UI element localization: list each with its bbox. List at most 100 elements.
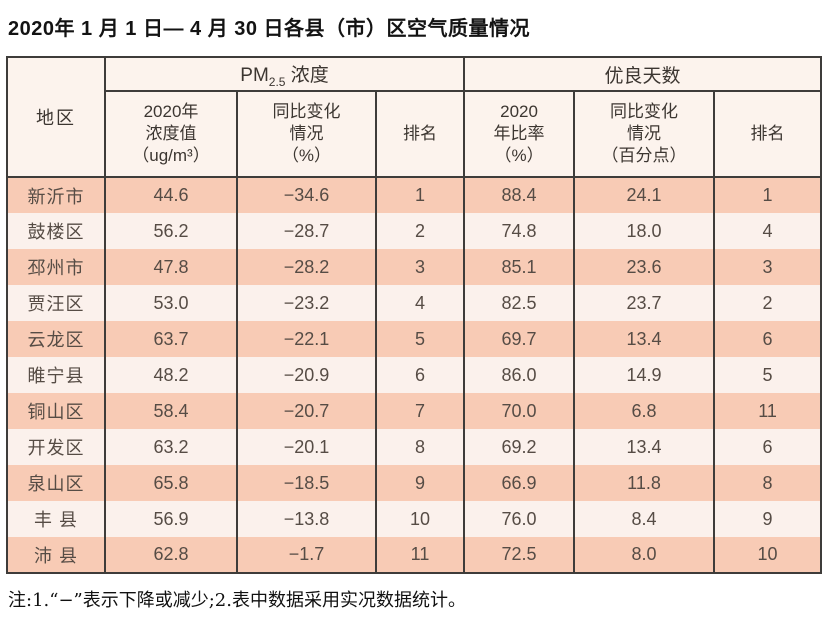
pm25-rank-cell: 3: [374, 249, 466, 285]
pm25-rank-cell: 5: [374, 321, 466, 357]
pm25-rank-cell: 8: [374, 429, 466, 465]
ratio-rank-cell: 1: [713, 177, 823, 213]
pm25-value-cell: 63.2: [104, 429, 238, 465]
table-row: 邳州市 47.8 −28.2 3 85.1 23.6 3: [6, 249, 823, 285]
pm25-change-cell: −22.1: [236, 321, 377, 357]
ratio-rank-cell: 6: [713, 429, 823, 465]
pm25-label-prefix: PM: [240, 64, 269, 86]
region-cell: 贾汪区: [6, 285, 106, 321]
table-row: 丰 县 56.9 −13.8 10 76.0 8.4 9: [6, 501, 823, 537]
region-cell: 睢宁县: [6, 357, 106, 393]
ratio-value-cell: 82.5: [463, 285, 576, 321]
pm25-rank-cell: 6: [374, 357, 466, 393]
ratio-rank-cell: 8: [713, 465, 823, 501]
region-cell: 泉山区: [6, 465, 106, 501]
pm25-rank-cell: 7: [374, 393, 466, 429]
ratio-change-cell: 24.1: [573, 177, 716, 213]
pm25-rank-cell: 4: [374, 285, 466, 321]
pm25-value-cell: 56.9: [104, 501, 238, 537]
pm25-label-suffix: 浓度: [285, 64, 329, 86]
page-title: 2020年 1 月 1 日— 4 月 30 日各县（市）区空气质量情况: [8, 18, 531, 40]
header-region: 地区: [6, 56, 106, 178]
ratio-change-cell: 13.4: [573, 321, 716, 357]
header-ratio-change: 同比变化 情况 （百分点）: [573, 90, 716, 178]
pm25-value-cell: 48.2: [104, 357, 238, 393]
ratio-change-cell: 8.4: [573, 501, 716, 537]
footnote: 注:1.“−”表示下降或减少;2.表中数据采用实况数据统计。: [8, 590, 466, 611]
ratio-rank-cell: 2: [713, 285, 823, 321]
ratio-change-cell: 23.7: [573, 285, 716, 321]
pm25-rank-cell: 1: [374, 177, 466, 213]
table-row: 新沂市 44.6 −34.6 1 88.4 24.1 1: [6, 177, 823, 213]
pm25-value-cell: 58.4: [104, 393, 238, 429]
pm25-change-cell: −34.6: [236, 177, 377, 213]
pm25-value-cell: 47.8: [104, 249, 238, 285]
pm25-value-cell: 44.6: [104, 177, 238, 213]
pm25-rank-cell: 10: [374, 501, 466, 537]
ratio-change-cell: 13.4: [573, 429, 716, 465]
ratio-value-cell: 76.0: [463, 501, 576, 537]
header-sub-row: 2020年 浓度值 （ug/m³） 同比变化 情况 （%） 排名 2020 年比…: [7, 90, 823, 178]
pm25-rank-cell: 2: [374, 213, 466, 249]
ratio-rank-cell: 4: [713, 213, 823, 249]
pm25-change-cell: −28.2: [236, 249, 377, 285]
table-row: 睢宁县 48.2 −20.9 6 86.0 14.9 5: [6, 357, 823, 393]
pm25-change-cell: −18.5: [236, 465, 377, 501]
ratio-change-cell: 6.8: [573, 393, 716, 429]
pm25-change-cell: −20.1: [236, 429, 377, 465]
ratio-rank-cell: 10: [713, 537, 823, 573]
ratio-rank-cell: 11: [713, 393, 823, 429]
ratio-change-cell: 18.0: [573, 213, 716, 249]
table-row: 贾汪区 53.0 −23.2 4 82.5 23.7 2: [6, 285, 823, 321]
ratio-rank-cell: 3: [713, 249, 823, 285]
region-cell: 铜山区: [6, 393, 106, 429]
header-ratio-rank: 排名: [713, 90, 823, 178]
ratio-value-cell: 74.8: [463, 213, 576, 249]
pm25-rank-cell: 11: [374, 537, 466, 573]
ratio-value-cell: 69.2: [463, 429, 576, 465]
region-cell: 沛 县: [6, 537, 106, 573]
region-cell: 新沂市: [6, 177, 106, 213]
header-pm25-change: 同比变化 情况 （%）: [236, 90, 377, 178]
header-pm25-value: 2020年 浓度值 （ug/m³）: [104, 90, 238, 178]
header-pm25-group: PM2.5 浓度: [103, 56, 466, 92]
pm25-label-subscript: 2.5: [268, 74, 286, 89]
header-pm25-rank: 排名: [374, 90, 466, 178]
pm25-value-cell: 65.8: [104, 465, 238, 501]
ratio-value-cell: 70.0: [463, 393, 576, 429]
ratio-value-cell: 66.9: [463, 465, 576, 501]
ratio-change-cell: 14.9: [573, 357, 716, 393]
table-row: 泉山区 65.8 −18.5 9 66.9 11.8 8: [6, 465, 823, 501]
header-group-row: 地区 PM2.5 浓度 优良天数: [6, 56, 823, 178]
pm25-change-cell: −28.7: [236, 213, 377, 249]
region-cell: 丰 县: [6, 501, 106, 537]
ratio-value-cell: 85.1: [463, 249, 576, 285]
header-ratio-value: 2020 年比率 （%）: [463, 90, 576, 178]
ratio-value-cell: 69.7: [463, 321, 576, 357]
pm25-change-cell: −20.7: [236, 393, 377, 429]
pm25-value-cell: 53.0: [104, 285, 238, 321]
table-row: 云龙区 63.7 −22.1 5 69.7 13.4 6: [6, 321, 823, 357]
header-gooddays-group: 优良天数: [463, 56, 823, 92]
region-cell: 邳州市: [6, 249, 106, 285]
ratio-value-cell: 86.0: [463, 357, 576, 393]
pm25-change-cell: −1.7: [236, 537, 377, 573]
region-cell: 鼓楼区: [6, 213, 106, 249]
table-row: 开发区 63.2 −20.1 8 69.2 13.4 6: [6, 429, 823, 465]
ratio-change-cell: 8.0: [573, 537, 716, 573]
table-row: 鼓楼区 56.2 −28.7 2 74.8 18.0 4: [6, 213, 823, 249]
pm25-change-cell: −23.2: [236, 285, 377, 321]
pm25-value-cell: 62.8: [104, 537, 238, 573]
ratio-rank-cell: 9: [713, 501, 823, 537]
pm25-change-cell: −13.8: [236, 501, 377, 537]
ratio-change-cell: 23.6: [573, 249, 716, 285]
table-row: 铜山区 58.4 −20.7 7 70.0 6.8 11: [6, 393, 823, 429]
pm25-value-cell: 56.2: [104, 213, 238, 249]
ratio-value-cell: 72.5: [463, 537, 576, 573]
table-row: 沛 县 62.8 −1.7 11 72.5 8.0 10: [6, 537, 823, 573]
ratio-change-cell: 11.8: [573, 465, 716, 501]
region-cell: 云龙区: [6, 321, 106, 357]
ratio-rank-cell: 6: [713, 321, 823, 357]
pm25-value-cell: 63.7: [104, 321, 238, 357]
